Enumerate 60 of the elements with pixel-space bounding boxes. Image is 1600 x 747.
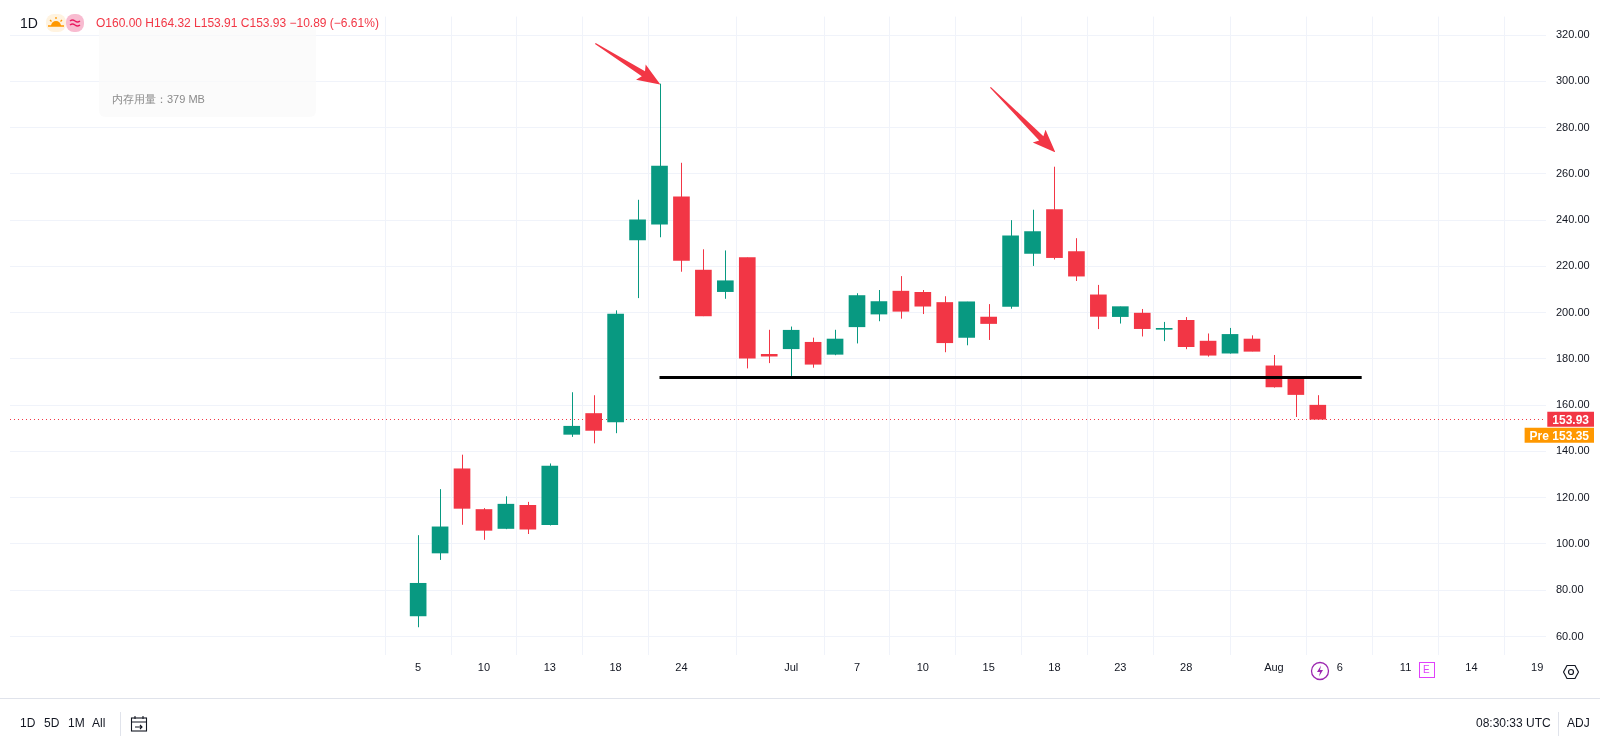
y-tick-label: 60.00	[1556, 629, 1584, 642]
candlestick	[826, 329, 844, 356]
y-tick-label: 260.00	[1556, 166, 1590, 179]
candlestick	[914, 289, 932, 315]
text: O160.00 H164.32 L153.91 C153.93 −10.89 (−6.61%)	[96, 16, 379, 30]
x-tick-label: 28	[1180, 660, 1193, 673]
x-tick-label: 18	[609, 660, 622, 673]
text: 08:30:33 UTC	[1476, 716, 1551, 730]
candlestick	[980, 303, 997, 341]
y-tick-label: 200.00	[1556, 305, 1590, 318]
x-tick-label: 14	[1465, 660, 1478, 673]
text: E	[1423, 664, 1430, 675]
y-tick-label: 120.00	[1556, 490, 1590, 503]
x-tick-label: 11	[1399, 660, 1412, 673]
x-tick-label: 24	[675, 660, 688, 673]
x-tick-label: 5	[415, 660, 422, 673]
candlestick	[1090, 284, 1107, 330]
x-tick-label: 15	[982, 660, 995, 673]
candlestick	[1199, 332, 1217, 358]
text: ADJ	[1567, 716, 1590, 730]
y-tick-label: 140.00	[1556, 444, 1590, 457]
y-tick-label: 160.00	[1556, 398, 1590, 411]
candlestick	[1155, 321, 1173, 342]
text: 5D	[44, 716, 60, 730]
candlestick	[717, 249, 734, 300]
ref-line-label: 153.93	[1552, 412, 1590, 427]
text: All	[92, 716, 106, 730]
x-tick-label: 18	[1048, 660, 1061, 673]
x-tick-label: 23	[1114, 660, 1127, 673]
candlestick	[804, 337, 822, 369]
x-tick-label: Aug	[1264, 660, 1284, 673]
text: 1D	[20, 15, 38, 31]
annotation: Pre 153.35	[1529, 428, 1590, 443]
candlestick	[870, 289, 888, 322]
y-tick-label: 180.00	[1556, 351, 1590, 364]
y-tick-label: 100.00	[1556, 537, 1590, 550]
x-tick-label: 10	[477, 660, 491, 673]
candlestick	[1133, 308, 1151, 337]
candlestick	[782, 326, 800, 379]
y-tick-label: 80.00	[1556, 583, 1584, 596]
y-tick-label: 220.00	[1556, 259, 1590, 272]
text: 1M	[68, 716, 85, 730]
x-tick-label: 10	[916, 660, 929, 673]
candlestick	[629, 199, 646, 299]
candlestick	[475, 507, 493, 541]
candlestick	[892, 275, 910, 320]
y-tick-label: 300.00	[1556, 74, 1590, 87]
x-tick-label: 13	[543, 660, 556, 673]
x-tick-label: 7	[853, 660, 861, 673]
y-tick-label: 280.00	[1556, 120, 1590, 133]
text: 1D	[20, 716, 36, 730]
text: 内存用量：379 MB	[112, 92, 205, 107]
x-tick-label: 19	[1531, 660, 1544, 673]
candlestick	[1024, 209, 1041, 267]
x-tick-label: Jul	[784, 660, 799, 673]
x-tick-label: 6	[1336, 660, 1343, 673]
y-tick-label: 240.00	[1556, 213, 1590, 226]
candlestick	[563, 391, 581, 438]
y-tick-label: 320.00	[1556, 28, 1590, 41]
candlestick	[1221, 327, 1239, 355]
